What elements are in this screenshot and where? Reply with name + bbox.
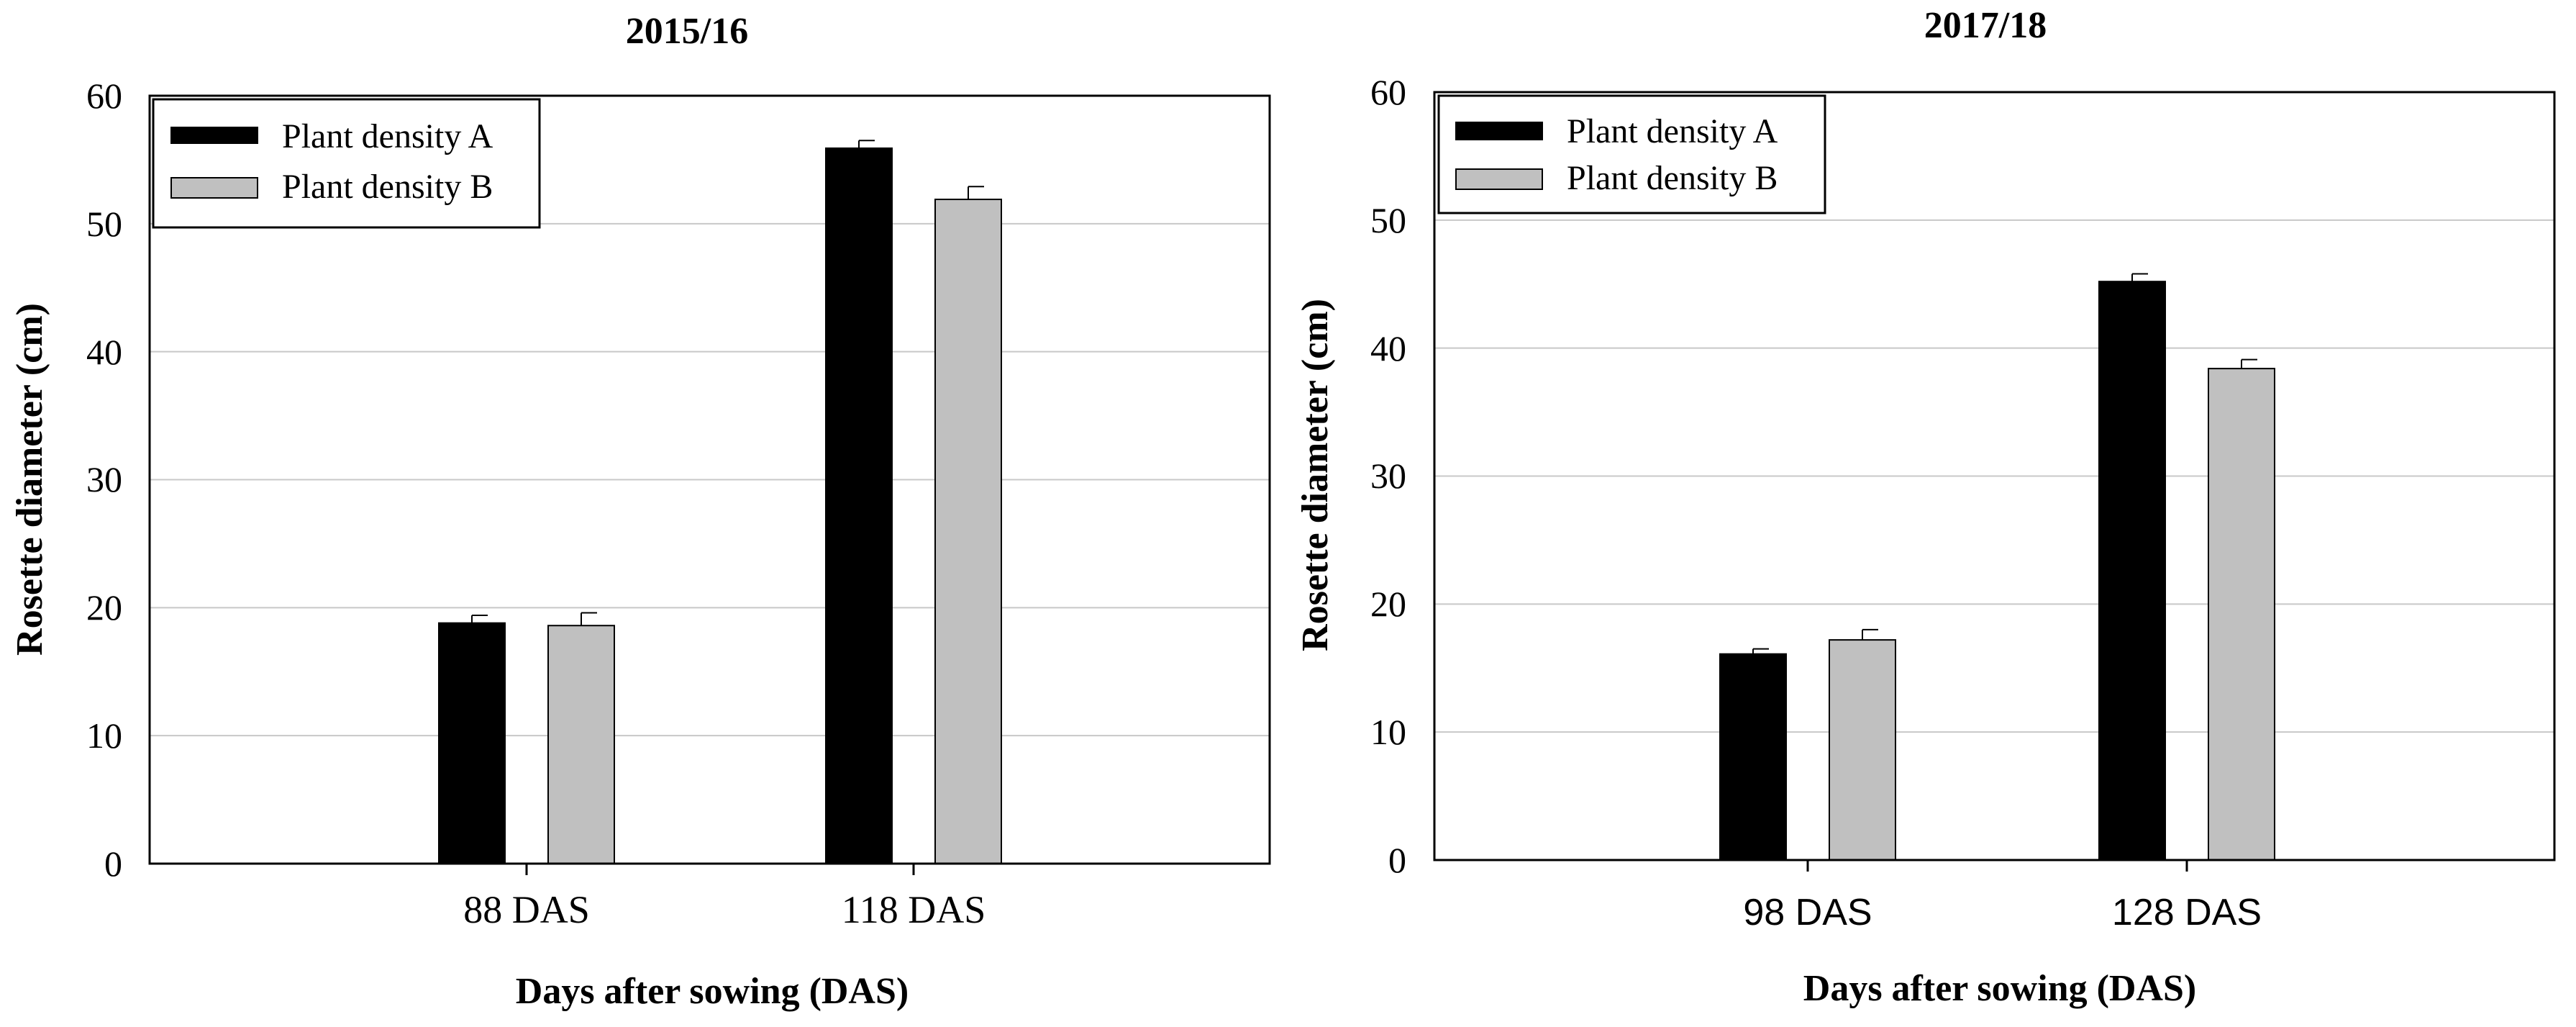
x-tick-label: 88 DAS	[463, 888, 590, 931]
chart-panel-1: 2015/16 0 10 20 30 40 50 60 88 DAS 118 D…	[9, 11, 1271, 1012]
legend-label-density-b: Plant density B	[1567, 159, 1778, 197]
legend-box-1	[152, 98, 541, 229]
y-tick-label: 60	[86, 76, 122, 116]
legend-swatch-density-a	[1455, 122, 1543, 140]
bar-density-b	[934, 199, 1002, 865]
bar-density-a	[438, 622, 506, 864]
chart-title-1: 2015/16	[626, 11, 748, 52]
legend-2: Plant density A Plant density B	[1437, 94, 1826, 214]
bar-density-a	[825, 147, 893, 864]
y-tick-label: 50	[86, 204, 122, 244]
y-tick-label: 0	[104, 843, 122, 884]
y-tick-label: 40	[86, 332, 122, 372]
bar-density-a	[2098, 281, 2166, 861]
y-tick-label: 30	[86, 459, 122, 499]
legend-swatch-density-a	[170, 127, 258, 144]
chart-panel-2: 2017/18 0 10 20 30 40 50 60 98 DAS 128 D…	[1295, 5, 2556, 1009]
gridlines-2	[1434, 219, 2554, 733]
bar-density-a	[1719, 653, 1787, 861]
x-tick-label: 118 DAS	[842, 888, 986, 931]
y-tick-label: 10	[86, 715, 122, 756]
legend-swatch-density-b	[170, 177, 258, 199]
y-tick-label: 50	[1370, 200, 1406, 240]
legend-swatch-density-b	[1455, 168, 1543, 190]
bars-2	[1719, 273, 2275, 872]
legend-label-density-a: Plant density A	[282, 117, 493, 155]
x-tick-label: 98 DAS	[1743, 892, 1872, 933]
y-axis-title-2: Rosette diameter (cm)	[1295, 299, 1336, 651]
x-axis-title-1: Days after sowing (DAS)	[516, 971, 909, 1012]
bar-density-b	[547, 625, 615, 864]
gridlines-1	[150, 222, 1270, 737]
y-tick-label: 0	[1388, 840, 1406, 880]
bar-density-b	[2208, 368, 2275, 861]
y-tick-label: 20	[86, 587, 122, 628]
legend-label-density-a: Plant density A	[1567, 112, 1778, 150]
y-axis-title-1: Rosette diameter (cm)	[9, 303, 50, 656]
bars-1	[438, 140, 1002, 875]
plot-frame-1	[148, 94, 1271, 865]
chart-title-2: 2017/18	[1924, 5, 2047, 46]
y-axis-ticks-2: 0 10 20 30 40 50 60	[1370, 72, 1406, 880]
x-axis-title-2: Days after sowing (DAS)	[1803, 968, 2196, 1009]
y-tick-label: 30	[1370, 456, 1406, 496]
y-axis-ticks-1: 0 10 20 30 40 50 60	[86, 76, 122, 884]
legend-label-density-b: Plant density B	[282, 168, 493, 206]
y-tick-label: 10	[1370, 712, 1406, 752]
bar-density-b	[1829, 639, 1896, 861]
x-tick-label: 128 DAS	[2112, 892, 2262, 933]
y-tick-label: 40	[1370, 328, 1406, 368]
plot-frame-2	[1433, 91, 2556, 861]
legend-box-2	[1437, 94, 1826, 214]
y-tick-label: 20	[1370, 584, 1406, 624]
y-tick-label: 60	[1370, 72, 1406, 112]
legend-1: Plant density A Plant density B	[152, 98, 541, 229]
